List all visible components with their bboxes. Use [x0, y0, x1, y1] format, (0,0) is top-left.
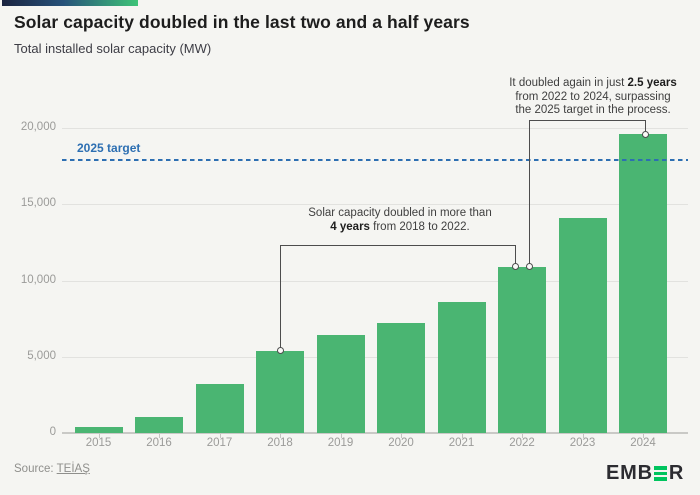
chart-subtitle: Total installed solar capacity (MW) — [14, 41, 212, 56]
bar-2017[interactable] — [195, 384, 244, 433]
chart-title: Solar capacity doubled in the last two a… — [14, 12, 470, 32]
x-axis-label-2022: 2022 — [509, 437, 535, 449]
x-axis-label-2023: 2023 — [569, 437, 596, 449]
logo-text-right: R — [668, 462, 685, 484]
gridline-15000 — [62, 204, 688, 206]
connector-2018-2022-line — [280, 245, 516, 246]
target-line-label: 2025 target — [77, 141, 141, 155]
annotation-line: It doubled again in just 2.5 years — [509, 77, 677, 89]
bar-2019[interactable] — [316, 335, 365, 433]
x-axis-label-2020: 2020 — [388, 437, 414, 449]
x-tick — [280, 434, 281, 438]
x-axis-label-2016: 2016 — [146, 437, 172, 449]
connector-2022-2024-dot — [641, 130, 649, 138]
x-axis-label-2017: 2017 — [206, 437, 233, 449]
logo-text-left: EMB — [606, 462, 653, 484]
annotation-line: 4 years from 2018 to 2022. — [330, 220, 470, 233]
x-tick — [461, 434, 463, 438]
x-axis-line — [62, 432, 688, 434]
x-tick — [98, 434, 100, 438]
bar-2022[interactable] — [498, 266, 546, 433]
x-axis-label-2018: 2018 — [267, 437, 293, 449]
x-tick — [643, 434, 644, 438]
x-tick — [582, 434, 584, 438]
x-tick — [219, 434, 221, 438]
source-prefix: Source: — [14, 463, 54, 475]
connector-2018-2022-dot — [276, 347, 284, 355]
source-note: Source: TEİAŞ — [14, 463, 90, 475]
y-axis-label: 5,000 — [27, 349, 56, 362]
target-line — [62, 159, 688, 162]
gridline-20000 — [62, 128, 688, 129]
connector-2022-2024-dot — [525, 263, 533, 271]
x-axis-label-2021: 2021 — [448, 437, 475, 449]
annotation-line: Solar capacity doubled in more than — [308, 207, 492, 219]
connector-2022-2024-line — [529, 120, 646, 121]
bar-2018[interactable] — [256, 350, 304, 433]
annotation-line: the 2025 target in the process. — [515, 104, 671, 116]
logo-green-e-icon — [654, 466, 668, 481]
x-axis-label-2024: 2024 — [630, 437, 656, 449]
bar-2024[interactable] — [619, 134, 667, 433]
x-tick — [340, 434, 342, 438]
y-axis-label: 10,000 — [20, 273, 56, 286]
connector-2022-2024-line — [645, 120, 646, 132]
connector-2018-2022-dot — [511, 263, 519, 271]
connector-2022-2024-line — [529, 120, 530, 264]
bar-2020[interactable] — [377, 323, 425, 433]
connector-2018-2022-line — [515, 245, 516, 264]
y-axis-label: 15,000 — [20, 197, 56, 210]
annotation-line: from 2022 to 2024, surpassing — [515, 90, 671, 103]
x-axis-label-2019: 2019 — [327, 437, 354, 449]
bar-2016[interactable] — [135, 416, 183, 433]
annotation-2022-2024: It doubled again in just 2.5 years from … — [461, 77, 700, 118]
bar-2021[interactable] — [437, 301, 486, 433]
y-axis-label: 20,000 — [20, 121, 56, 133]
x-tick — [522, 434, 523, 438]
annotation-2018-2022: Solar capacity doubled in more than 4 ye… — [268, 207, 532, 234]
gridline-5000 — [62, 356, 688, 358]
x-tick — [401, 434, 402, 438]
bar-2015[interactable] — [74, 426, 123, 433]
source-link[interactable]: TEİAŞ — [56, 463, 90, 475]
bar-2023[interactable] — [558, 217, 607, 433]
gridline-10000 — [62, 280, 688, 282]
ember-logo: EMB R — [606, 462, 684, 485]
x-tick — [159, 434, 160, 438]
brand-accent-bar — [2, 0, 138, 6]
y-axis-label: 0 — [49, 426, 56, 438]
x-axis-label-2015: 2015 — [85, 437, 112, 449]
connector-2018-2022-line — [280, 245, 281, 348]
